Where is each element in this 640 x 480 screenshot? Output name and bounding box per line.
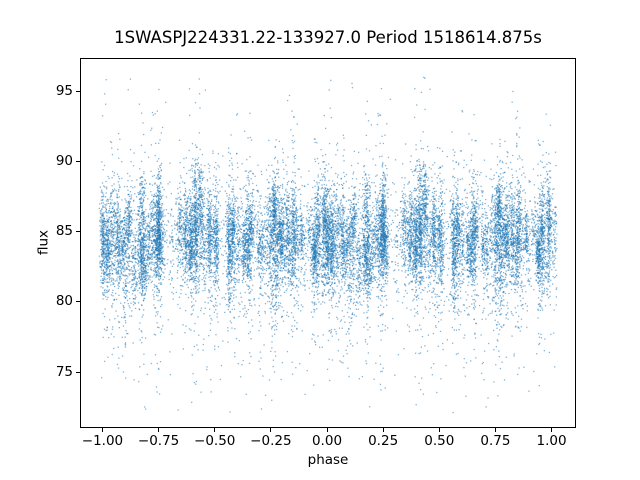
- x-tick-label: 1.00: [536, 432, 567, 449]
- y-tick-mark: [76, 90, 80, 92]
- x-tick-label: 0.25: [368, 432, 399, 449]
- y-tick-label: 90: [55, 152, 73, 169]
- y-tick-label: 75: [55, 363, 73, 380]
- x-tick-label: −0.50: [194, 432, 236, 449]
- y-tick-label: 95: [55, 82, 73, 99]
- y-tick-mark: [76, 160, 80, 162]
- x-tick-label: −0.25: [250, 432, 292, 449]
- chart-title: 1SWASPJ224331.22-133927.0 Period 1518614…: [114, 28, 542, 47]
- x-tick-label: 0.75: [480, 432, 511, 449]
- x-tick-label: 0.00: [311, 432, 343, 449]
- x-tick-mark: [382, 427, 384, 432]
- y-tick-label: 85: [55, 223, 73, 240]
- scatter-points: [81, 58, 575, 427]
- plot-area: [80, 57, 576, 428]
- x-tick-mark: [494, 427, 496, 432]
- x-axis-label: phase: [307, 452, 349, 468]
- x-tick-mark: [551, 427, 553, 432]
- y-axis-label: flux: [35, 229, 52, 256]
- y-tick-label: 80: [55, 293, 73, 310]
- x-tick-mark: [214, 427, 216, 432]
- x-tick-mark: [270, 427, 272, 432]
- y-tick-mark: [76, 301, 80, 303]
- x-tick-mark: [101, 427, 103, 432]
- x-tick-label: −1.00: [81, 432, 124, 449]
- x-tick-mark: [438, 427, 440, 432]
- y-tick-mark: [76, 371, 80, 373]
- x-tick-mark: [326, 427, 328, 432]
- x-tick-mark: [158, 427, 160, 432]
- x-tick-label: −0.75: [137, 432, 180, 449]
- y-tick-mark: [76, 231, 80, 233]
- x-tick-label: 0.50: [424, 432, 455, 449]
